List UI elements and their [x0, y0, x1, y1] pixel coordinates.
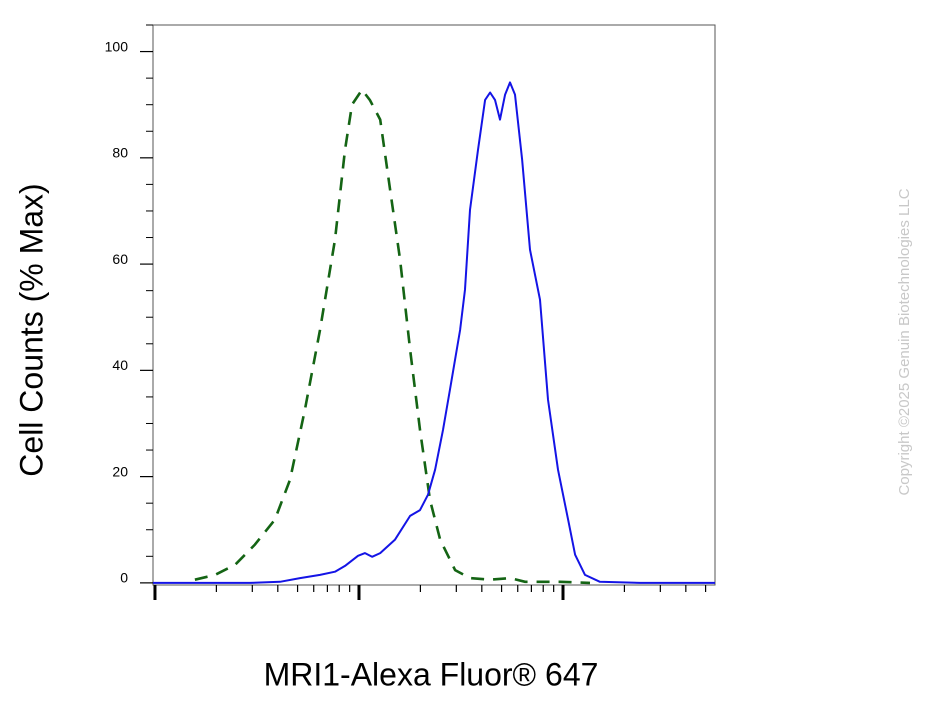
y-tick-label: 20	[112, 463, 128, 479]
y-tick-label: 40	[112, 357, 128, 373]
y-axis-title: Cell Counts (% Max)	[13, 183, 49, 476]
y-tick-label: 100	[105, 38, 129, 54]
plot-frame	[152, 24, 716, 586]
histogram-line	[194, 88, 591, 585]
y-tick-label: 60	[112, 251, 128, 267]
histogram-line	[153, 81, 715, 584]
watermark: Copyright ©2025 Genuin Biotechnologies L…	[896, 188, 913, 495]
x-axis-title: MRI1-Alexa Fluor® 647	[264, 656, 599, 692]
y-tick-label: 0	[120, 570, 128, 586]
y-tick-label: 80	[112, 145, 128, 161]
